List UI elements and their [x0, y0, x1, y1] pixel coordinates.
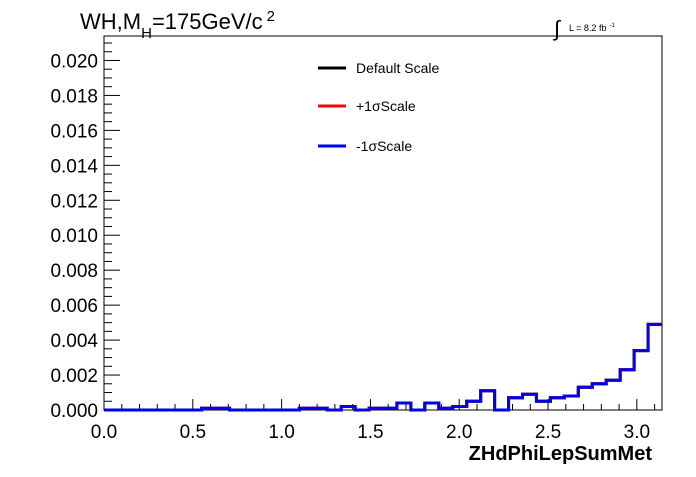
integral-symbol: ∫	[552, 16, 562, 41]
y-tick-label: 0.002	[50, 366, 98, 387]
luminosity-superscript: -1	[609, 23, 615, 29]
x-tick-label: 1.0	[268, 422, 294, 443]
y-tick-label: 0.012	[50, 191, 98, 212]
y-axis-ticks: 0.000 0.002 0.004 0.006 0.008 0.010 0.012 0.014…	[50, 42, 120, 422]
series-line-minus-sigma	[104, 322, 662, 412]
luminosity-text: L = 8.2 fb	[569, 23, 606, 33]
y-tick-label: 0.014	[50, 156, 98, 177]
legend-label-default-scale: Default Scale	[356, 60, 439, 76]
x-tick-label: 2.0	[446, 422, 472, 443]
chart-title-main: WH,M	[80, 9, 141, 34]
x-axis-label: ZHdPhiLepSumMet	[469, 443, 653, 465]
x-tick-label: 3.0	[624, 422, 650, 443]
luminosity-annotation: ∫ L = 8.2 fb -1	[552, 16, 615, 41]
y-tick-label: 0.004	[50, 331, 98, 352]
chart-title: WH,MH=175GeV/c 2	[80, 8, 275, 42]
y-tick-label: 0.018	[50, 86, 98, 107]
x-tick-label: 0.5	[180, 422, 206, 443]
y-tick-label: 0.006	[50, 296, 98, 317]
y-tick-label: 0.008	[50, 261, 98, 282]
x-tick-label: 0.0	[91, 422, 117, 443]
luminosity-label: L = 8.2 fb -1	[569, 23, 615, 33]
y-tick-label: 0.010	[50, 226, 98, 247]
chart-title-subscript: H	[141, 25, 152, 42]
plot-frame	[103, 35, 663, 411]
y-tick-label: 0.016	[50, 121, 98, 142]
chart-title-superscript: 2	[267, 8, 275, 25]
y-tick-label: 0.020	[50, 51, 98, 72]
x-tick-label: 1.5	[357, 422, 383, 443]
legend-label-minus-sigma: -1σScale	[356, 138, 412, 154]
y-tick-label: 0.000	[50, 401, 98, 422]
series-layer	[104, 322, 662, 412]
legend: Default Scale +1σScale -1σScale	[318, 60, 439, 154]
chart-title-rest: =175GeV/c	[152, 9, 263, 34]
legend-label-plus-sigma: +1σScale	[356, 98, 416, 114]
x-tick-label: 2.5	[535, 422, 561, 443]
